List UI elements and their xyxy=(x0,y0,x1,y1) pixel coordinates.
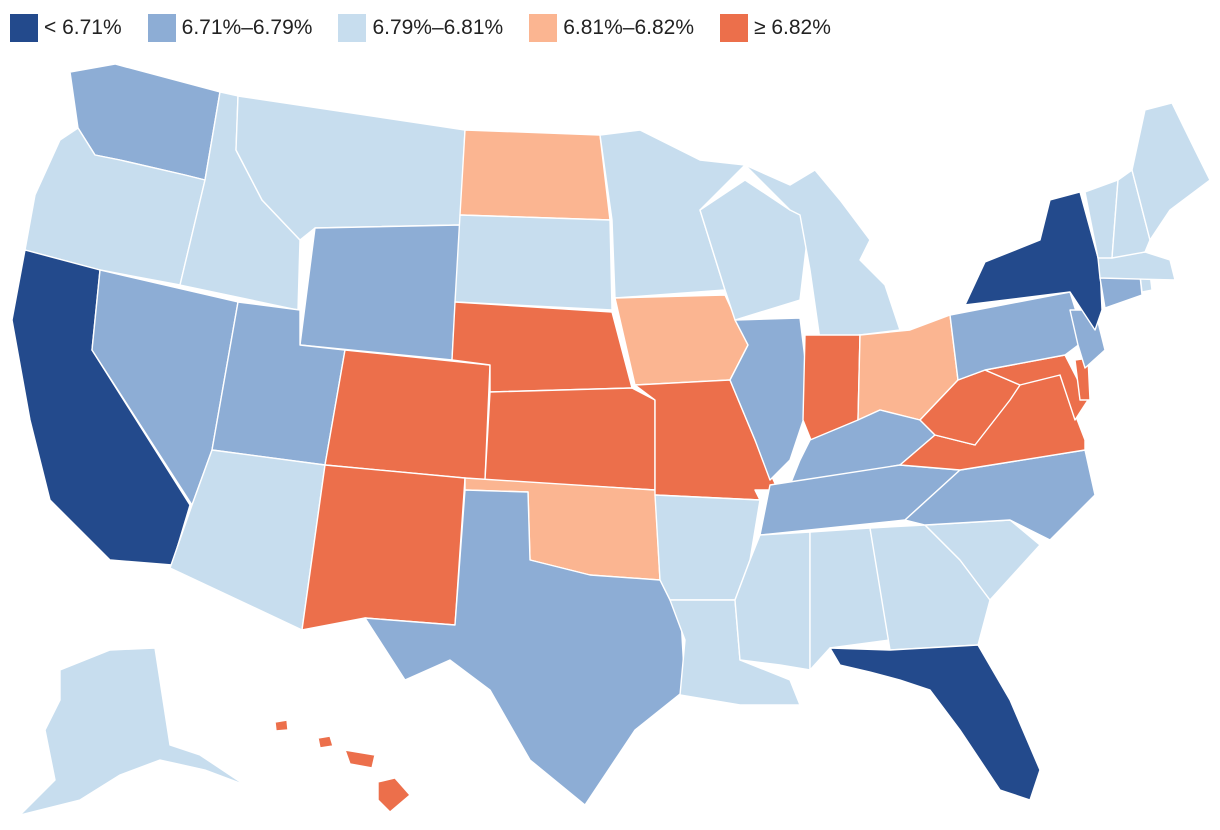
map-legend: < 6.71% 6.71%–6.79% 6.79%–6.81% 6.81%–6.… xyxy=(10,12,857,44)
legend-item-bin-5: ≥ 6.82% xyxy=(720,14,831,42)
state-hi[interactable] xyxy=(274,719,411,813)
legend-item-bin-1: < 6.71% xyxy=(10,14,122,42)
state-az[interactable] xyxy=(169,449,326,631)
legend-swatch-bin-4 xyxy=(529,14,558,42)
state-ia[interactable] xyxy=(614,294,749,386)
state-me[interactable] xyxy=(1131,102,1211,241)
state-ak[interactable] xyxy=(19,647,246,816)
state-wi[interactable] xyxy=(699,179,811,321)
legend-swatch-bin-1 xyxy=(10,14,38,42)
state-nd[interactable] xyxy=(459,129,611,221)
legend-label-bin-3: 6.79%–6.81% xyxy=(372,16,504,39)
legend-item-bin-2: 6.71%–6.79% xyxy=(147,14,313,42)
legend-label-bin-1: < 6.71% xyxy=(44,16,122,39)
state-il[interactable] xyxy=(729,317,811,481)
state-ks[interactable] xyxy=(484,387,656,491)
state-mi[interactable] xyxy=(744,164,901,341)
state-ny[interactable] xyxy=(964,191,1103,331)
state-co[interactable] xyxy=(324,349,491,481)
legend-swatch-bin-5 xyxy=(720,14,748,42)
state-nm[interactable] xyxy=(301,464,466,631)
state-tx[interactable] xyxy=(364,489,686,806)
state-sd[interactable] xyxy=(454,214,613,311)
state-nh[interactable] xyxy=(1111,169,1151,259)
legend-item-bin-3: 6.79%–6.81% xyxy=(338,14,503,42)
state-wy[interactable] xyxy=(299,224,461,361)
state-ct[interactable] xyxy=(1099,274,1143,309)
state-al[interactable] xyxy=(809,527,891,671)
legend-label-bin-4: 6.81%–6.82% xyxy=(563,16,694,39)
legend-item-bin-4: 6.81%–6.82% xyxy=(529,14,694,42)
legend-swatch-bin-3 xyxy=(338,14,367,42)
legend-swatch-bin-2 xyxy=(147,14,176,42)
legend-label-bin-5: ≥ 6.82% xyxy=(754,16,831,39)
state-fl[interactable] xyxy=(829,644,1041,801)
legend-label-bin-2: 6.71%–6.79% xyxy=(181,16,313,39)
